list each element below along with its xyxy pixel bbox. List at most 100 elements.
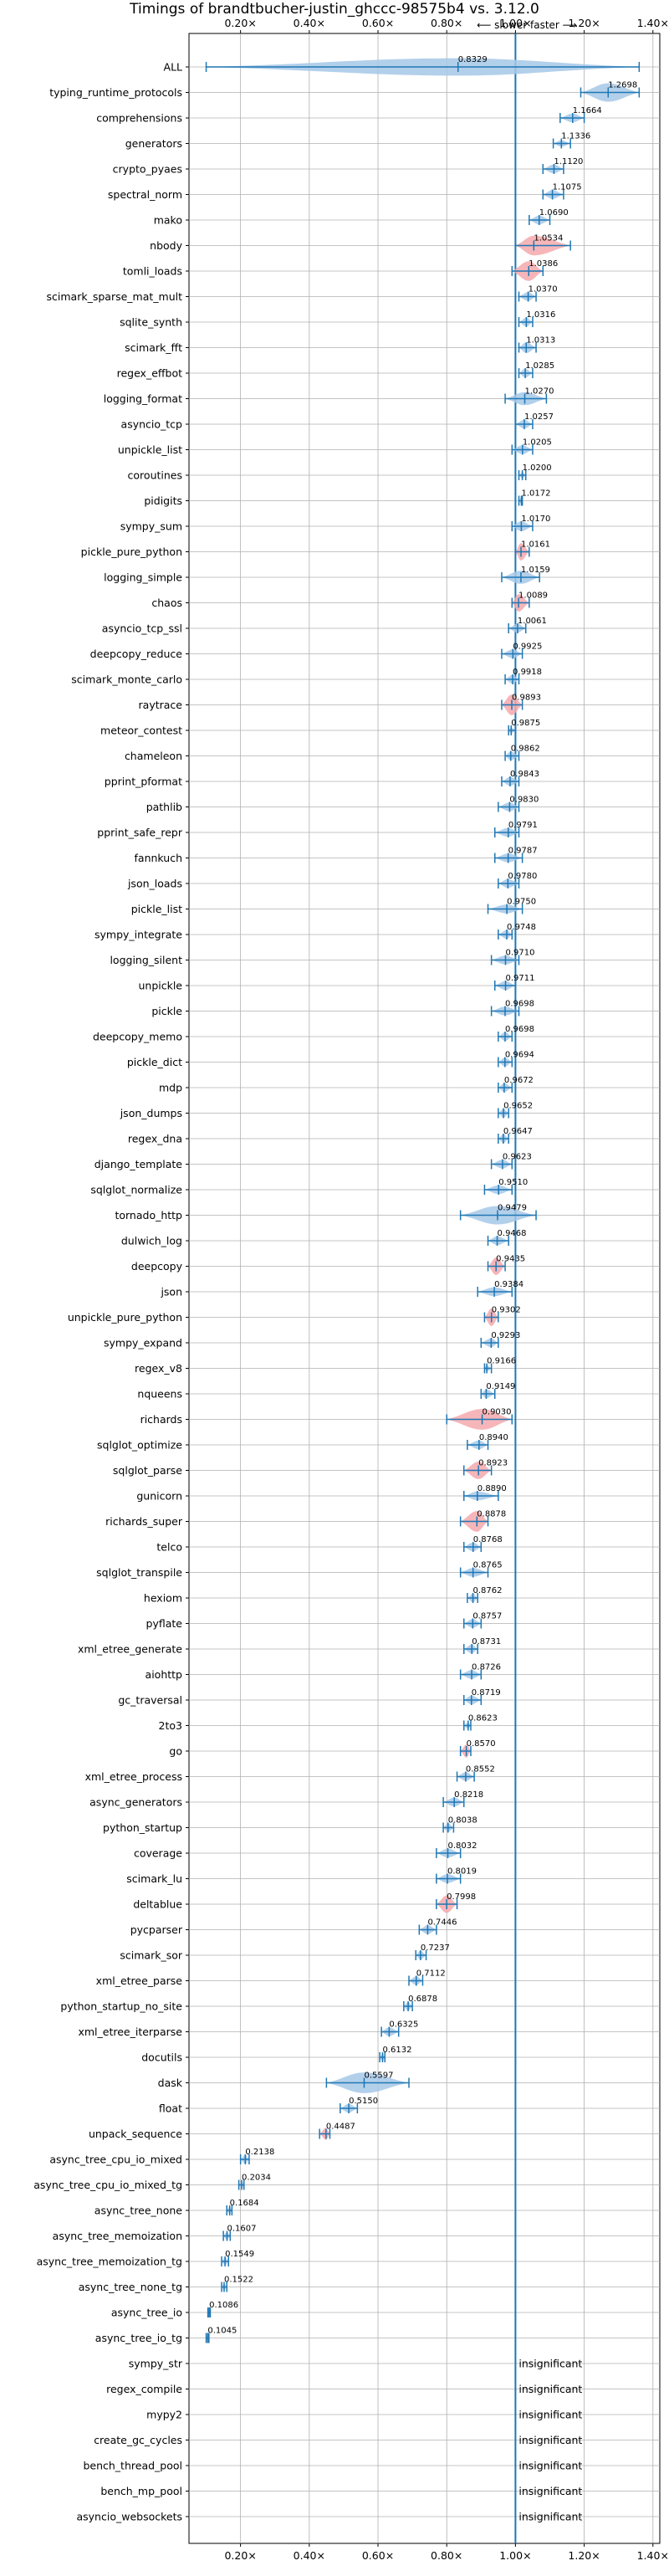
category-label: mypy2 [146,2409,182,2421]
benchmark-row: coroutines 1.0200 [128,463,552,482]
value-label: 0.9672 [504,1076,534,1085]
benchmark-row: raytrace 0.9893 [139,694,541,715]
benchmark-row: chameleon 0.9862 [125,745,540,763]
value-label: 0.6878 [408,1995,437,2004]
value-label: 0.8552 [466,1765,495,1775]
category-label: pickle_list [131,903,182,915]
benchmark-row: pathlib 0.9830 [146,796,539,814]
benchmark-row: sqlglot_transpile 0.8765 [96,1561,502,1580]
benchmark-row: pickle_pure_python 1.0161 [81,540,550,561]
value-label: 0.9875 [511,719,540,728]
benchmark-row: django_template 0.9623 [94,1153,532,1171]
value-label: 0.9468 [498,1229,527,1238]
value-label: 0.1045 [207,2327,237,2336]
category-label: xml_etree_iterparse [78,2025,182,2038]
value-label: 1.0534 [534,234,563,243]
category-label: json_loads [127,878,182,890]
value-label: 0.8878 [477,1510,506,1519]
benchmark-row: xml_etree_iterparse 0.6325 [78,2020,418,2039]
category-label: django_template [94,1158,183,1170]
benchmark-row: generators 1.1336 [125,132,591,151]
category-label: sqlglot_transpile [96,1566,182,1579]
category-label: sqlglot_optimize [97,1439,182,1452]
value-label: 0.8765 [473,1561,503,1570]
value-label: 0.9862 [511,745,540,754]
benchmark-row: meteor_contest 0.9875 [100,719,540,737]
value-label: 0.9479 [498,1204,527,1213]
category-label: tornado_http [115,1209,182,1221]
category-label: gc_traversal [118,1694,182,1707]
category-label: coroutines [128,469,182,482]
category-label: regex_v8 [135,1362,182,1375]
category-label: nbody [150,239,182,252]
category-label: python_startup_no_site [60,2000,182,2013]
plot-area-frame [188,33,661,2544]
value-label: 0.1522 [224,2276,253,2285]
category-label: sympy_str [129,2358,183,2370]
benchmark-row: xml_etree_process 0.8552 [85,1765,495,1784]
x-tick-label-bottom: 0.80× [431,2549,462,2562]
benchmark-row: hexiom 0.8762 [144,1586,503,1605]
insignificant-label: insignificant [518,2409,582,2421]
category-label: float [159,2102,182,2115]
benchmark-row: fannkuch 0.9787 [135,847,538,865]
category-label: json_dumps [120,1107,182,1119]
value-label: 0.9780 [508,872,537,881]
category-label: chaos [151,597,182,609]
value-label: 1.1120 [554,157,583,166]
benchmark-row: create_gc_cycles insignificant [94,2434,582,2446]
benchmark-row: richards_super 0.8878 [105,1510,506,1532]
category-label: xml_etree_generate [78,1643,182,1656]
benchmark-row: logging_simple 1.0159 [104,566,550,584]
value-label: 0.2138 [245,2148,274,2157]
benchmark-row: async_tree_cpu_io_mixed_tg 0.2034 [33,2174,271,2192]
category-label: go [169,1745,182,1758]
category-label: pycparser [130,1923,183,1936]
category-label: spectral_norm [108,188,182,201]
benchmark-row: mdp 0.9672 [159,1076,534,1094]
benchmark-row: sqlite_synth 1.0316 [120,310,555,329]
category-label: asyncio_websockets [76,2511,182,2523]
category-label: sympy_expand [104,1337,182,1349]
category-label: asyncio_tcp [121,418,183,431]
grid-lines [189,33,660,2543]
benchmark-row: json_dumps 0.9652 [120,1102,533,1120]
benchmark-row: pickle_list 0.9750 [131,898,536,916]
benchmark-row: async_generators 0.8218 [89,1790,483,1809]
category-label: docutils [141,2051,182,2064]
benchmark-row: gc_traversal 0.8719 [118,1688,500,1707]
x-tick-label-top: 0.20× [224,17,256,29]
benchmark-row: asyncio_tcp_ssl 1.0061 [102,617,547,635]
chart-subtitle: ⟵ slower faster ⟶ [477,19,577,31]
insignificant-label: insignificant [518,2434,582,2446]
benchmark-row: sympy_integrate 0.9748 [94,923,536,941]
benchmark-row: aiohttp 0.8726 [146,1663,501,1682]
category-label: scimark_sor [120,1949,182,1962]
x-tick-label-bottom: 1.20× [568,2549,600,2562]
benchmark-row: nqueens 0.9149 [137,1382,515,1401]
category-label: raytrace [139,699,183,711]
value-label: 1.0285 [525,361,554,371]
category-label: bench_mp_pool [100,2485,182,2497]
category-label: xml_etree_process [85,1770,182,1783]
benchmark-row: docutils 0.6132 [141,2046,411,2064]
value-label: 0.9748 [507,923,536,932]
value-label: 1.0386 [529,259,558,269]
category-label: 2to3 [159,1719,182,1732]
value-label: 0.9698 [505,1025,534,1034]
benchmark-row: asyncio_tcp 1.0257 [121,412,554,431]
x-tick-label-bottom: 1.00× [499,2549,531,2562]
value-label: 0.8726 [472,1663,501,1672]
category-label: async_tree_memoization_tg [37,2256,182,2268]
value-label: 0.9030 [483,1408,512,1417]
value-label: 1.0313 [526,336,555,346]
benchmark-row: python_startup_no_site 0.6878 [60,1995,437,2013]
value-label: 0.9710 [505,949,534,958]
value-label: 0.9166 [487,1357,516,1366]
value-label: 0.8623 [468,1714,498,1723]
benchmark-row: json_loads 0.9780 [127,872,537,890]
benchmark-row: deepcopy_reduce 0.9925 [90,643,543,661]
category-label: ALL [164,61,183,74]
benchmark-row: 2to3 0.8623 [159,1714,498,1733]
category-label: crypto_pyaes [113,163,182,176]
